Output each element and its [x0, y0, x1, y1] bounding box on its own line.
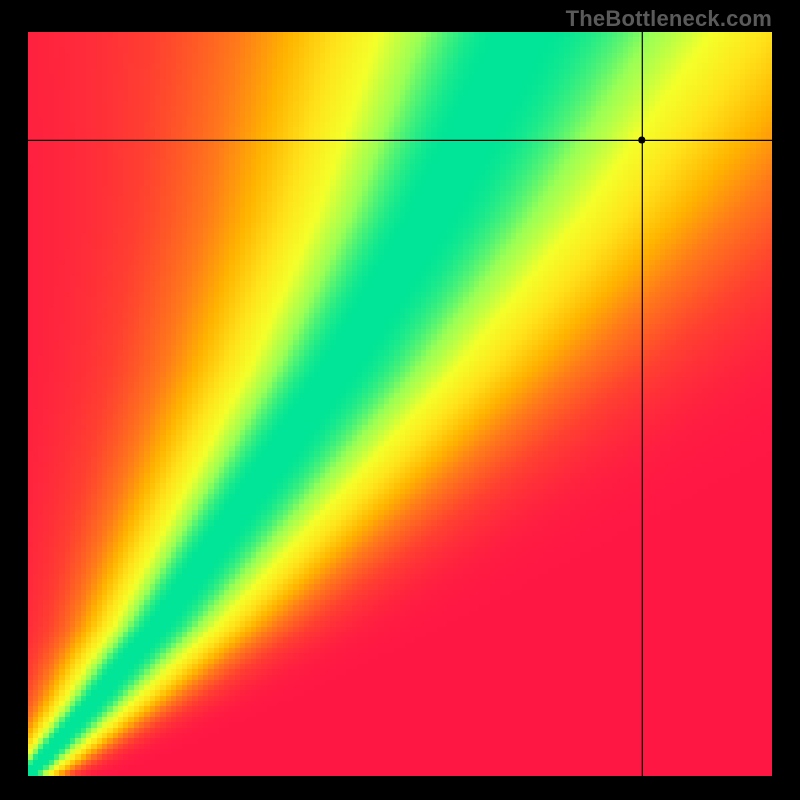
watermark-label: TheBottleneck.com — [566, 6, 772, 32]
bottleneck-heatmap — [28, 32, 772, 776]
chart-container: TheBottleneck.com — [0, 0, 800, 800]
